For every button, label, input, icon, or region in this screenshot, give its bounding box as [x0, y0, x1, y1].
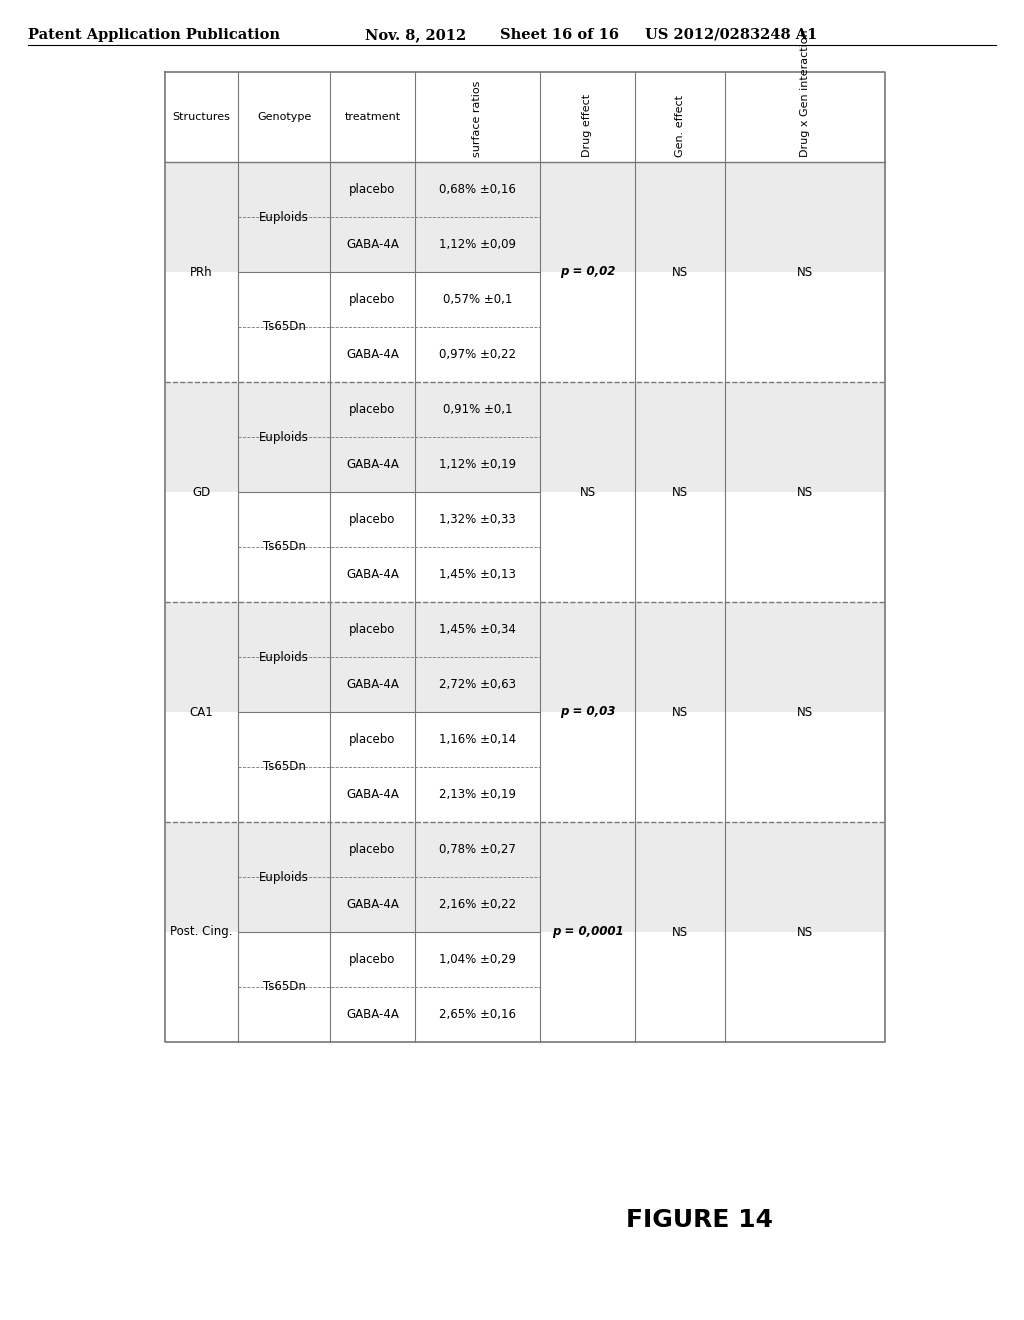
- Bar: [165, 437, 885, 492]
- Text: 1,12% ±0,19: 1,12% ±0,19: [439, 458, 516, 471]
- Text: 1,04% ±0,29: 1,04% ±0,29: [439, 953, 516, 966]
- Text: GABA-4A: GABA-4A: [346, 788, 399, 801]
- Text: US 2012/0283248 A1: US 2012/0283248 A1: [645, 28, 817, 42]
- Text: surface ratios: surface ratios: [472, 81, 482, 157]
- Text: GABA-4A: GABA-4A: [346, 238, 399, 251]
- Text: GD: GD: [193, 486, 211, 499]
- Text: 0,57% ±0,1: 0,57% ±0,1: [442, 293, 512, 306]
- Text: placebo: placebo: [349, 623, 395, 636]
- Text: Euploids: Euploids: [259, 430, 309, 444]
- Text: placebo: placebo: [349, 513, 395, 525]
- Text: placebo: placebo: [349, 183, 395, 195]
- Text: 2,65% ±0,16: 2,65% ±0,16: [439, 1008, 516, 1020]
- Text: Ts65Dn: Ts65Dn: [262, 981, 305, 994]
- Text: 1,32% ±0,33: 1,32% ±0,33: [439, 513, 516, 525]
- Text: NS: NS: [580, 486, 596, 499]
- Text: 0,91% ±0,1: 0,91% ±0,1: [442, 403, 512, 416]
- Text: GABA-4A: GABA-4A: [346, 678, 399, 690]
- Text: GABA-4A: GABA-4A: [346, 568, 399, 581]
- Text: 0,78% ±0,27: 0,78% ±0,27: [439, 843, 516, 855]
- Text: placebo: placebo: [349, 843, 395, 855]
- Text: Euploids: Euploids: [259, 210, 309, 223]
- Text: Drug effect: Drug effect: [583, 94, 593, 157]
- Bar: [165, 657, 885, 711]
- Text: placebo: placebo: [349, 403, 395, 416]
- Text: Genotype: Genotype: [257, 112, 311, 121]
- Bar: [165, 822, 885, 876]
- Text: p = 0,0001: p = 0,0001: [552, 925, 624, 939]
- Text: NS: NS: [672, 486, 688, 499]
- Text: NS: NS: [672, 925, 688, 939]
- Text: Sheet 16 of 16: Sheet 16 of 16: [500, 28, 618, 42]
- Text: NS: NS: [672, 265, 688, 279]
- Text: Ts65Dn: Ts65Dn: [262, 540, 305, 553]
- Bar: [165, 216, 885, 272]
- Text: GABA-4A: GABA-4A: [346, 348, 399, 360]
- Text: 0,97% ±0,22: 0,97% ±0,22: [439, 348, 516, 360]
- Text: NS: NS: [797, 486, 813, 499]
- Text: Ts65Dn: Ts65Dn: [262, 760, 305, 774]
- Text: NS: NS: [672, 705, 688, 718]
- Text: 2,13% ±0,19: 2,13% ±0,19: [439, 788, 516, 801]
- Text: 1,45% ±0,13: 1,45% ±0,13: [439, 568, 516, 581]
- Text: Post. Cing.: Post. Cing.: [170, 925, 232, 939]
- Text: GABA-4A: GABA-4A: [346, 458, 399, 471]
- Bar: [165, 876, 885, 932]
- Text: 1,16% ±0,14: 1,16% ±0,14: [439, 733, 516, 746]
- Text: treatment: treatment: [344, 112, 400, 121]
- Text: 2,16% ±0,22: 2,16% ±0,22: [439, 898, 516, 911]
- Text: 0,68% ±0,16: 0,68% ±0,16: [439, 183, 516, 195]
- Text: NS: NS: [797, 265, 813, 279]
- Text: p = 0,03: p = 0,03: [560, 705, 615, 718]
- Text: placebo: placebo: [349, 733, 395, 746]
- Text: Nov. 8, 2012: Nov. 8, 2012: [365, 28, 466, 42]
- Bar: [165, 381, 885, 437]
- Text: NS: NS: [797, 925, 813, 939]
- Bar: [165, 162, 885, 216]
- Text: Euploids: Euploids: [259, 651, 309, 664]
- Text: GABA-4A: GABA-4A: [346, 898, 399, 911]
- Text: placebo: placebo: [349, 953, 395, 966]
- Text: GABA-4A: GABA-4A: [346, 1008, 399, 1020]
- Text: Patent Application Publication: Patent Application Publication: [28, 28, 280, 42]
- Text: Ts65Dn: Ts65Dn: [262, 321, 305, 334]
- Text: p = 0,02: p = 0,02: [560, 265, 615, 279]
- Text: PRh: PRh: [190, 265, 213, 279]
- Text: Gen. effect: Gen. effect: [675, 95, 685, 157]
- Text: 2,72% ±0,63: 2,72% ±0,63: [439, 678, 516, 690]
- Text: FIGURE 14: FIGURE 14: [627, 1208, 773, 1232]
- Text: NS: NS: [797, 705, 813, 718]
- Text: 1,12% ±0,09: 1,12% ±0,09: [439, 238, 516, 251]
- Text: 1,45% ±0,34: 1,45% ±0,34: [439, 623, 516, 636]
- Text: Euploids: Euploids: [259, 870, 309, 883]
- Text: Structures: Structures: [173, 112, 230, 121]
- Text: placebo: placebo: [349, 293, 395, 306]
- Bar: [165, 602, 885, 657]
- Text: CA1: CA1: [189, 705, 213, 718]
- Text: Drug x Gen interaction: Drug x Gen interaction: [800, 29, 810, 157]
